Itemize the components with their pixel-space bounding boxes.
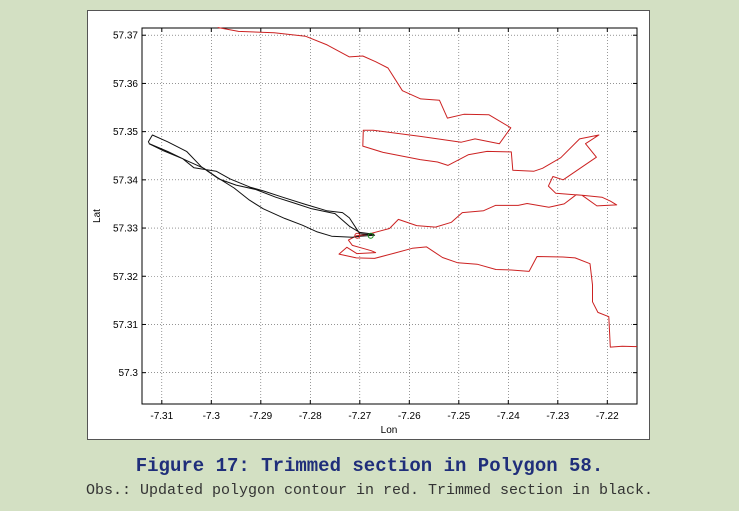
- start-point-marker: [354, 232, 361, 239]
- end-point-marker: [367, 232, 374, 239]
- x-tick-label: -7.22: [596, 411, 619, 422]
- figure-caption-note: Obs.: Updated polygon contour in red. Tr…: [85, 482, 654, 499]
- x-tick-label: -7.23: [546, 411, 569, 422]
- y-tick-label: 57.37: [113, 31, 138, 42]
- figure-caption-title: Figure 17: Trimmed section in Polygon 58…: [135, 455, 604, 477]
- x-tick-label: -7.28: [299, 411, 322, 422]
- y-tick-label: 57.35: [113, 127, 138, 138]
- y-tick-label: 57.33: [113, 224, 138, 235]
- trimmed-section-line: [147, 134, 376, 238]
- x-tick-label: -7.25: [447, 411, 470, 422]
- figure-panel: -7.31 -7.3 -7.29 -7.28 -7.27 -7.26 -7.25 -7.24 -…: [87, 10, 650, 440]
- marker-layer: [354, 232, 374, 239]
- x-tick-label: -7.26: [398, 411, 421, 422]
- x-tick-label: -7.3: [203, 411, 221, 422]
- x-tick-label: -7.24: [497, 411, 520, 422]
- y-tick-label: 57.32: [113, 272, 138, 283]
- y-axis-label: Lat: [92, 209, 103, 223]
- y-tick-label: 57.34: [113, 175, 138, 186]
- y-tick-label: 57.3: [119, 368, 139, 379]
- x-axis-label: Lon: [381, 425, 398, 436]
- plot-area: [141, 27, 638, 405]
- y-tick-label: 57.31: [113, 320, 138, 331]
- series-layer: [147, 27, 638, 348]
- chart-plot: -7.31 -7.3 -7.29 -7.28 -7.27 -7.26 -7.25 -7.24 -…: [92, 27, 638, 436]
- y-tick-label: 57.36: [113, 79, 138, 90]
- x-tick-label: -7.29: [249, 411, 272, 422]
- polygon-contour-line: [217, 27, 638, 348]
- x-tick-label: -7.27: [348, 411, 371, 422]
- axis-ticks: -7.31 -7.3 -7.29 -7.28 -7.27 -7.26 -7.25 -7.24 -…: [113, 28, 637, 422]
- x-tick-label: -7.31: [150, 411, 173, 422]
